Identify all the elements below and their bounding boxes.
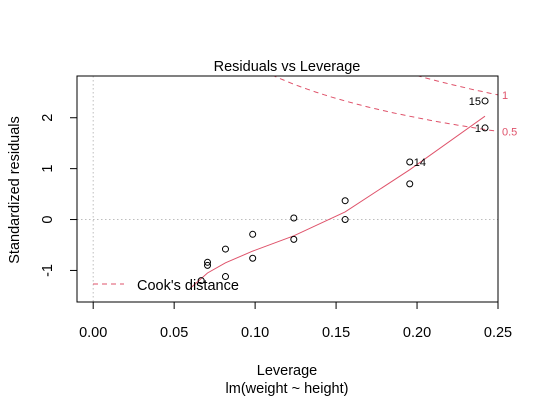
data-point: [341, 216, 349, 224]
x-tick-label: 0.10: [241, 325, 269, 341]
x-axis: 0.00 0.05 0.10 0.15 0.20 0.25: [79, 302, 512, 341]
y-axis: -1 0 1 2: [40, 114, 77, 277]
cooks-distance-contour-1: [416, 76, 498, 96]
x-tick-label: 0.20: [403, 325, 431, 341]
data-point: [249, 230, 257, 238]
point-label: 15: [469, 96, 481, 108]
data-point: [197, 277, 205, 285]
x-tick-label: 0.15: [322, 325, 350, 341]
x-tick-label: 0.00: [79, 325, 107, 341]
data-point: [221, 273, 229, 281]
plot-area: 0.5 1 15 14 1: [77, 76, 517, 302]
y-tick-label: 0: [40, 216, 56, 224]
model-formula-label: lm(weight ~ height): [226, 381, 349, 397]
data-point: [290, 235, 298, 243]
y-tick-label: 2: [40, 114, 56, 122]
legend-cook-label: Cook's distance: [137, 278, 239, 294]
smooth-fit-line: [189, 115, 486, 289]
chart-title: Residuals vs Leverage: [214, 59, 361, 75]
y-tick-label: 1: [40, 165, 56, 173]
data-point: [249, 254, 257, 262]
y-tick-label: -1: [40, 264, 56, 277]
data-point: [406, 180, 414, 188]
x-tick-label: 0.05: [160, 325, 188, 341]
data-point: [204, 261, 212, 269]
y-axis-label: Standardized residuals: [7, 116, 23, 264]
point-label: 14: [414, 157, 426, 169]
plot-frame: [76, 75, 499, 303]
cooks-distance-level-label: 0.5: [502, 126, 517, 138]
data-point: [341, 197, 349, 205]
cooks-distance-level-label: 1: [502, 90, 508, 102]
point-label: 1: [475, 123, 481, 135]
x-tick-label: 0.25: [484, 325, 512, 341]
data-point: [204, 258, 212, 266]
data-point: [481, 124, 489, 132]
data-point: [221, 245, 229, 253]
x-axis-label: Leverage: [257, 363, 317, 379]
data-point: [290, 214, 298, 222]
data-point: [406, 158, 414, 166]
legend: Cook's distance: [93, 278, 239, 294]
data-point: [481, 97, 489, 105]
